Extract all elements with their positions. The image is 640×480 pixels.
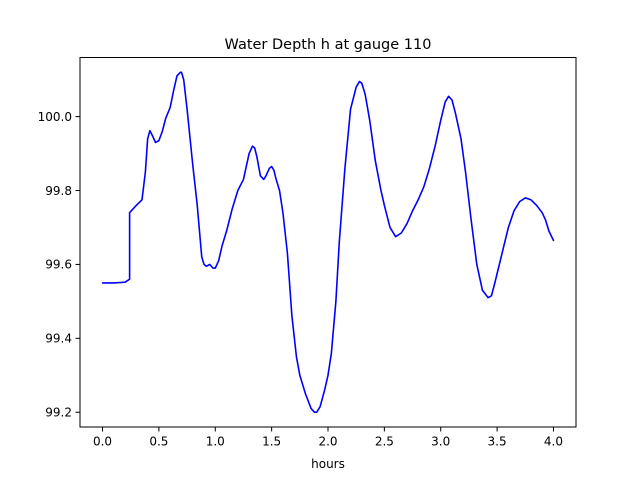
x-tick-label: 4.0 (544, 435, 563, 449)
x-tick-label: 1.0 (206, 435, 225, 449)
y-axis-ticks: 99.2 99.4 99.6 99.8 100.0 (38, 110, 80, 420)
y-tick-label: 99.8 (45, 184, 72, 198)
x-axis-ticks: 0.0 0.5 1.0 1.5 2.0 2.5 3.0 3.5 4.0 (93, 427, 563, 449)
x-tick-label: 0.0 (93, 435, 112, 449)
chart-title: Water Depth h at gauge 110 (225, 37, 432, 53)
y-tick-label: 99.6 (45, 258, 72, 272)
plot-area (101, 71, 555, 414)
x-tick-label: 3.0 (431, 435, 450, 449)
y-tick-label: 100.0 (38, 110, 72, 124)
axes-frame (79, 57, 577, 428)
x-tick-label: 2.5 (375, 435, 394, 449)
x-tick-label: 1.5 (262, 435, 281, 449)
x-axis-label: hours (311, 457, 345, 471)
y-tick-label: 99.4 (45, 332, 72, 346)
x-tick-label: 0.5 (149, 435, 168, 449)
data-series-line (101, 71, 555, 414)
x-tick-label: 2.0 (318, 435, 337, 449)
x-tick-label: 3.5 (488, 435, 507, 449)
y-tick-label: 99.2 (45, 406, 72, 420)
